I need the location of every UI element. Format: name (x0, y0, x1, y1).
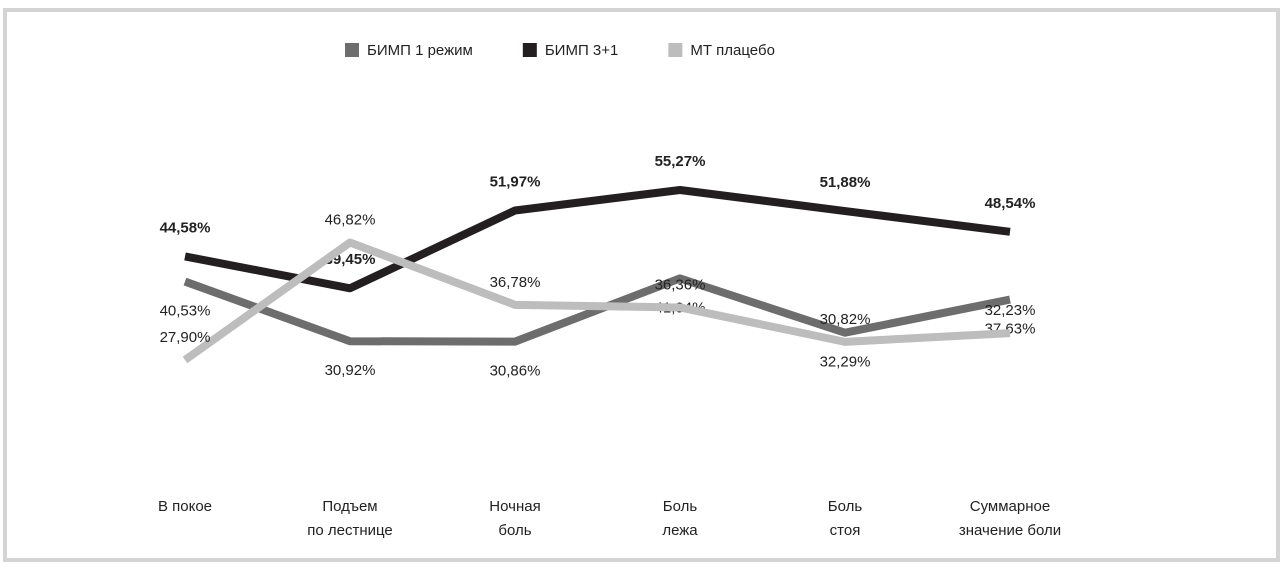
data-label: 48,54% (985, 195, 1036, 212)
data-label: 36,78% (490, 274, 541, 291)
x-tick-label: Ночная (489, 498, 540, 515)
x-tick-label: Боль (663, 498, 698, 515)
frame (3, 8, 1280, 562)
x-tick-label: боль (498, 522, 531, 539)
x-tick-label: значение боли (959, 522, 1061, 539)
data-label: 27,90% (160, 329, 211, 346)
legend-label: БИМП 1 режим (367, 42, 473, 59)
x-tick-label: Суммарное (970, 498, 1050, 515)
legend-swatch (345, 43, 359, 57)
data-label: 51,88% (820, 174, 871, 191)
data-label: 51,97% (490, 173, 541, 190)
data-label: 32,23% (985, 302, 1036, 319)
data-label: 32,29% (820, 354, 871, 371)
series-line (184, 186, 1011, 293)
x-tick-label: лежа (662, 522, 698, 539)
data-label: 55,27% (655, 153, 706, 170)
data-label: 46,82% (325, 211, 376, 228)
legend-swatch (522, 43, 537, 57)
x-tick-label: Боль (828, 498, 863, 515)
legend-swatch (668, 43, 683, 57)
x-tick-label: стоя (830, 522, 861, 539)
data-label: 30,86% (490, 363, 541, 380)
x-tick-label: Подъем (322, 498, 377, 515)
data-label: 36,36% (655, 276, 706, 293)
data-label: 30,82% (820, 311, 871, 328)
legend-label: БИМП 3+1 (545, 42, 619, 59)
legend-label: МТ плацебо (690, 42, 775, 59)
series-line (182, 238, 1011, 364)
data-label: 40,53% (160, 303, 211, 320)
x-tick-label: по лестнице (307, 522, 393, 539)
x-tick-label: В покое (158, 498, 212, 515)
data-label: 44,58% (160, 219, 211, 236)
data-label: 30,92% (325, 362, 376, 379)
